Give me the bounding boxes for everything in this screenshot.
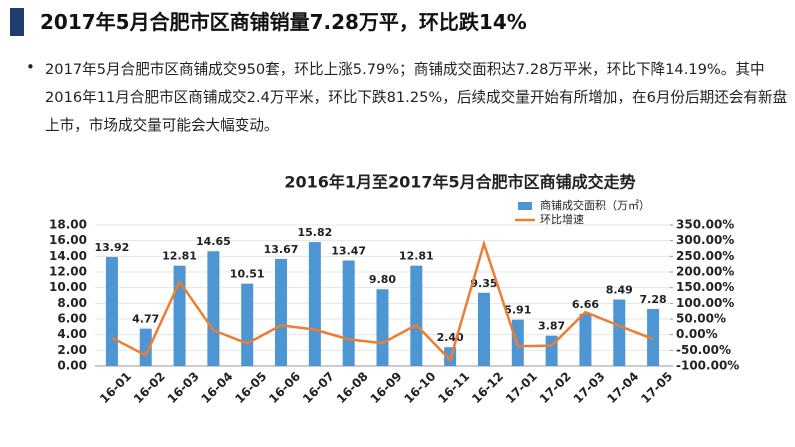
- value-label: 14.65: [196, 235, 231, 248]
- y-tick-label: 0.00: [57, 359, 87, 373]
- value-label: 2.40: [437, 331, 464, 344]
- line: [111, 239, 654, 363]
- bullet-text: 2017年5月合肥市区商铺成交950套，环比上涨5.79%；商铺成交面积达7.2…: [45, 61, 788, 134]
- y-tick-label: 12.00: [49, 265, 87, 279]
- value-label: 9.80: [369, 273, 396, 286]
- bar: [579, 313, 592, 366]
- x-tick-label: 16-10: [401, 369, 438, 406]
- y-tick-label: 10.00: [49, 280, 87, 294]
- value-label: 13.67: [264, 243, 299, 256]
- legend-label: 环比增速: [540, 212, 584, 226]
- bar: [410, 265, 423, 366]
- bar: [477, 292, 490, 366]
- value-label: 10.51: [230, 268, 265, 281]
- value-label: 13.47: [331, 244, 366, 257]
- y2-tick-label: 300.00%: [676, 233, 734, 247]
- y-tick-label: 14.00: [49, 249, 87, 263]
- legend-label: 商铺成交面积（万㎡）: [540, 198, 650, 212]
- x-tick-label: 17-04: [604, 369, 641, 406]
- value-label: 5.91: [504, 304, 531, 317]
- x-tick-label: 16-09: [368, 369, 405, 406]
- bar: [647, 308, 660, 366]
- x-tick-label: 16-02: [131, 369, 168, 406]
- x-tick-label: 16-01: [97, 369, 134, 406]
- bar: [376, 289, 389, 366]
- value-label: 8.49: [606, 283, 633, 296]
- bar: [139, 328, 152, 366]
- value-label: 12.81: [399, 250, 434, 263]
- x-tick-label: 16-04: [199, 369, 236, 406]
- x-tick-label: 16-06: [266, 369, 303, 406]
- x-tick-label: 17-02: [537, 369, 574, 406]
- bar: [342, 260, 355, 366]
- bullet-marker: •: [26, 58, 35, 76]
- value-label: 9.35: [470, 277, 497, 290]
- y2-tick-label: 200.00%: [676, 265, 734, 279]
- x-tick-label: 16-07: [300, 369, 337, 406]
- value-label: 7.28: [640, 293, 667, 306]
- x-tick-label: 16-08: [334, 369, 371, 406]
- chart-title: 2016年1月至2017年5月合肥市区商铺成交走势: [284, 173, 635, 192]
- y-tick-label: 16.00: [49, 233, 87, 247]
- y2-tick-label: 50.00%: [676, 312, 726, 326]
- y2-tick-label: 100.00%: [676, 296, 734, 310]
- bar: [105, 256, 118, 366]
- x-tick-label: 17-05: [638, 369, 675, 406]
- y2-tick-label: -50.00%: [676, 343, 731, 357]
- y2-tick-label: 350.00%: [676, 218, 734, 232]
- y-tick-label: 6.00: [57, 312, 87, 326]
- y2-tick-label: -100.00%: [676, 359, 739, 373]
- y-tick-label: 8.00: [57, 296, 87, 310]
- value-label: 13.92: [95, 241, 130, 254]
- y2-tick-label: 150.00%: [676, 280, 734, 294]
- value-label: 6.66: [572, 298, 599, 311]
- x-tick-label: 17-01: [503, 369, 540, 406]
- bar: [613, 299, 626, 366]
- header-marker: [10, 8, 24, 36]
- y-tick-label: 2.00: [57, 343, 87, 357]
- legend-swatch: [518, 202, 532, 210]
- y-tick-label: 18.00: [49, 218, 87, 232]
- value-label: 3.87: [538, 320, 565, 333]
- x-tick-label: 16-03: [165, 369, 202, 406]
- x-tick-label: 16-12: [469, 369, 506, 406]
- value-label: 15.82: [297, 226, 332, 239]
- bar: [241, 283, 254, 366]
- y2-tick-label: 0.00%: [676, 327, 718, 341]
- x-tick-label: 16-11: [435, 369, 472, 406]
- x-tick-label: 17-03: [571, 369, 608, 406]
- bar: [207, 251, 220, 366]
- y-tick-label: 4.00: [57, 327, 87, 341]
- y2-tick-label: 250.00%: [676, 249, 734, 263]
- bar: [308, 242, 321, 366]
- value-label: 4.77: [132, 313, 159, 326]
- x-tick-label: 16-05: [232, 369, 269, 406]
- value-label: 12.81: [162, 250, 197, 263]
- page-title: 2017年5月合肥市区商铺销量7.28万平，环比跌14%: [40, 10, 527, 34]
- bar: [275, 258, 288, 366]
